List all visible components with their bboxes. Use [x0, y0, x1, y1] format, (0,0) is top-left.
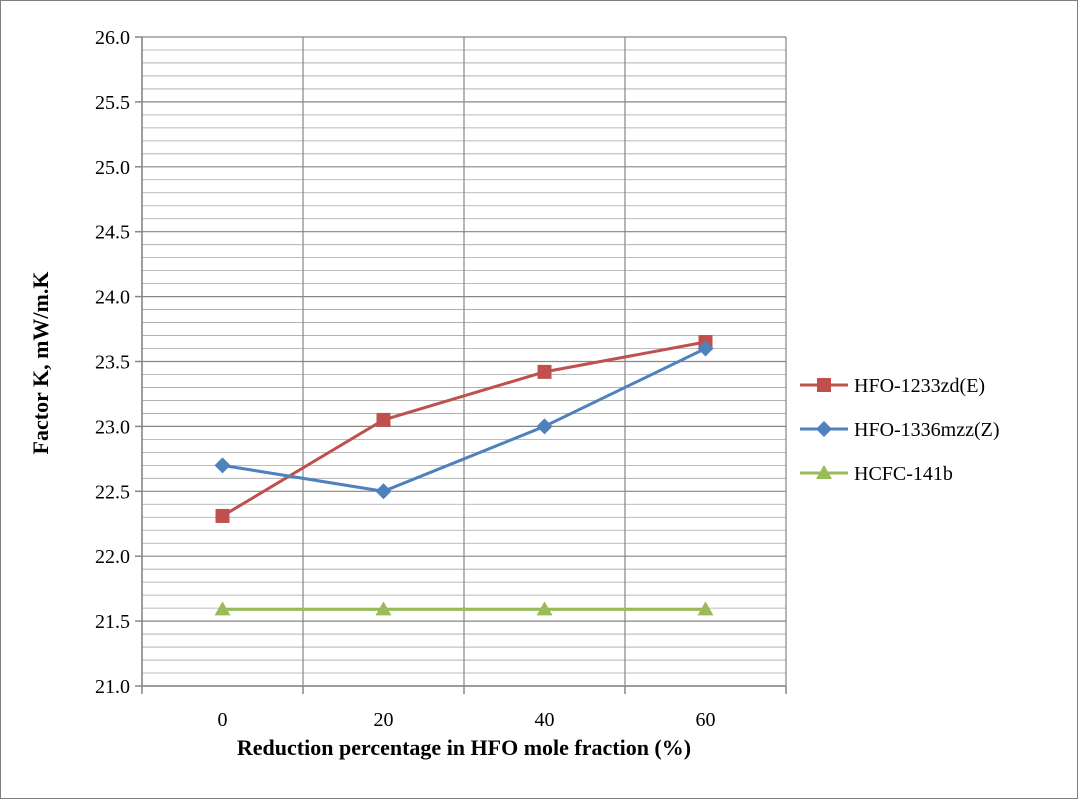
legend-label: HCFC-141b — [854, 463, 953, 485]
series-2 — [214, 601, 714, 616]
y-tick-label: 24.0 — [95, 287, 130, 309]
y-tick-labels: 21.0 21.5 22.0 22.5 23.0 23.5 24.0 24.5 25.0 25.5… — [95, 27, 130, 698]
data-point — [697, 601, 714, 616]
y-tick-label: 21.5 — [95, 611, 130, 633]
x-tick-label: 0 — [218, 709, 228, 731]
x-tick-labels: 0 20 40 60 — [218, 709, 716, 731]
series-line — [222, 347, 707, 493]
data-point — [214, 601, 231, 616]
data-point — [697, 340, 714, 357]
series-line — [221, 340, 706, 518]
legend-label: HFO-1336mzz(Z) — [854, 419, 1000, 441]
data-point — [536, 601, 553, 616]
legend-marker — [816, 465, 832, 479]
y-tick-label: 21.0 — [95, 676, 130, 698]
y-tick-label: 25.0 — [95, 157, 130, 179]
legend-item: HCFC-141b — [800, 463, 953, 485]
legend-item: HFO-1336mzz(Z) — [800, 419, 1000, 441]
y-tick-label: 23.5 — [95, 352, 130, 374]
x-tick-label: 40 — [535, 709, 555, 731]
legend: HFO-1233zd(E) HFO-1336mzz(Z) HCFC-141b — [800, 375, 1000, 485]
y-tick-label: 26.0 — [95, 27, 130, 49]
series-group — [214, 335, 714, 616]
data-point — [376, 412, 391, 427]
data-point — [537, 364, 552, 379]
y-tick-label: 25.5 — [95, 92, 130, 114]
y-tick-label: 24.5 — [95, 222, 130, 244]
legend-label: HFO-1233zd(E) — [854, 375, 985, 397]
legend-item: HFO-1233zd(E) — [800, 375, 985, 397]
y-axis-title: Factor K, mW/m.K — [28, 272, 53, 455]
axes — [135, 36, 787, 694]
series-1 — [214, 340, 714, 500]
data-point — [536, 418, 553, 435]
y-tick-label: 22.0 — [95, 546, 130, 568]
data-point — [375, 483, 392, 500]
data-point — [375, 601, 392, 616]
x-axis-title: Reduction percentage in HFO mole fractio… — [237, 735, 691, 760]
x-tick-label: 60 — [696, 709, 716, 731]
legend-marker — [816, 421, 832, 437]
data-point — [215, 508, 230, 523]
data-point — [214, 457, 231, 474]
x-tick-label: 20 — [374, 709, 394, 731]
series-0 — [215, 335, 713, 523]
grid-lines — [141, 36, 787, 687]
legend-marker — [817, 378, 831, 392]
y-tick-label: 22.5 — [95, 481, 130, 503]
y-tick-label: 23.0 — [95, 416, 130, 438]
